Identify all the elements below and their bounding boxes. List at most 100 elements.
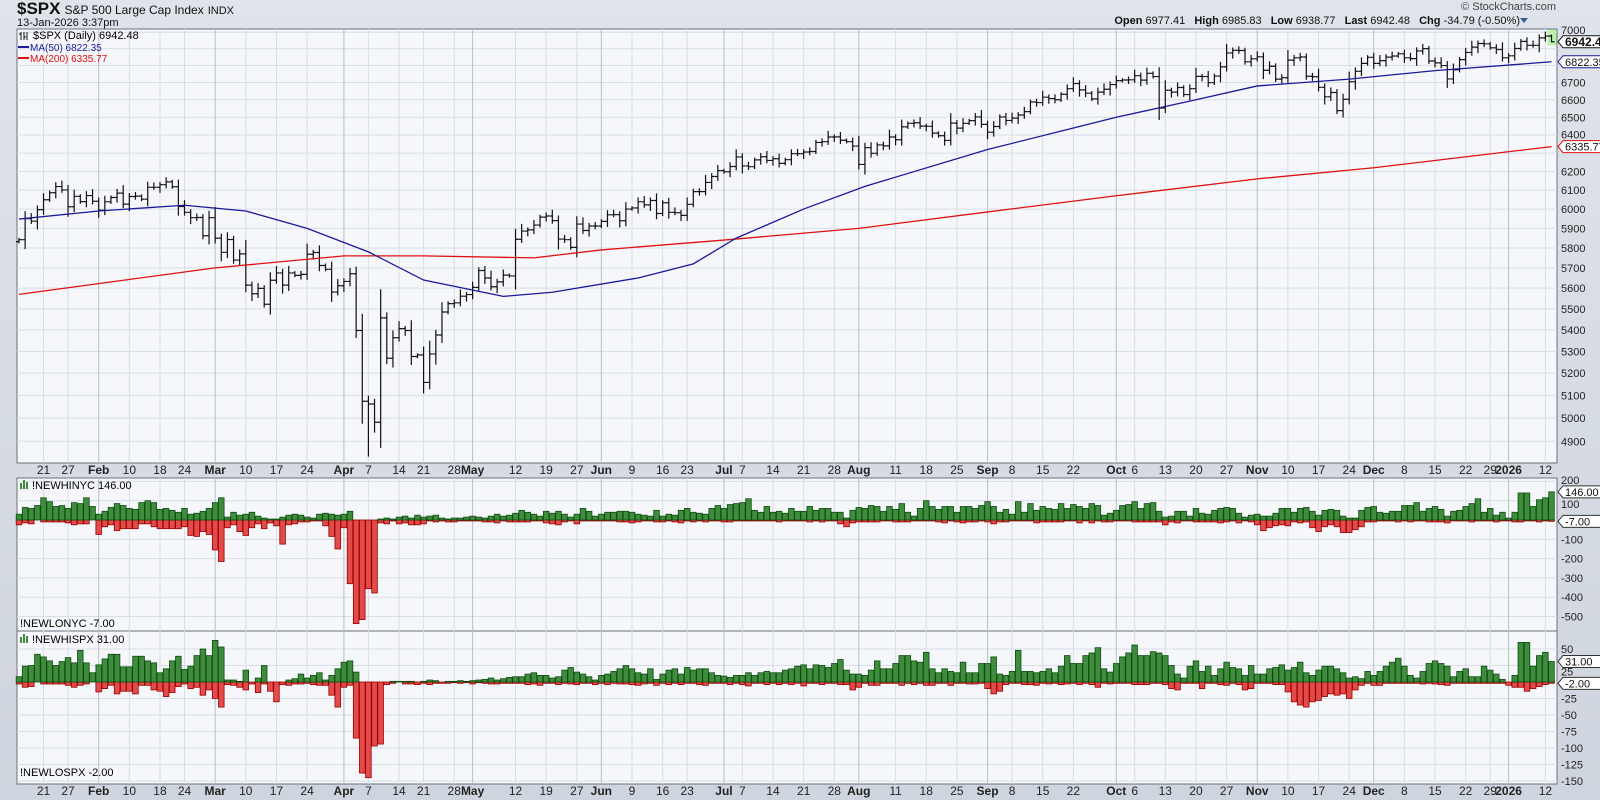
spx-highs-bar (874, 660, 881, 683)
nyc-highs-bar (1382, 512, 1390, 521)
spx-highs-bar (745, 672, 752, 683)
price-bar (120, 185, 127, 209)
date-axis-label: 18 (153, 463, 167, 477)
spx-highs-bar (1082, 655, 1089, 683)
spx-highs-bar (340, 661, 348, 683)
nyc-highs-bar (598, 513, 605, 521)
chevron-down-icon[interactable] (1520, 18, 1528, 23)
spx-lows-bar (267, 681, 274, 692)
spx-lows-bar (242, 681, 250, 691)
nyc-lows-bar (285, 519, 292, 526)
spx-highs-bar (683, 667, 691, 683)
price-bar (714, 165, 721, 181)
nyc-highs-bar (1309, 510, 1316, 521)
spx-lows-bar (156, 681, 164, 692)
copyright: © StockCharts.com (1461, 1, 1556, 13)
spx-highs-bar (218, 646, 225, 683)
spx-highs-bar (113, 653, 121, 683)
price-bar (1033, 98, 1040, 107)
nyc-lows-bar (346, 519, 354, 585)
date-axis-label: 22 (1459, 784, 1473, 798)
spx-lows-bar (28, 681, 35, 688)
spx-highs-bar (978, 663, 985, 683)
nyc-highs-bar (444, 518, 452, 521)
price-bar (1039, 90, 1046, 106)
nyc-lows-bar (408, 519, 415, 526)
nyc-highs-bar (1211, 509, 1218, 521)
date-axis-label: 14 (766, 784, 780, 798)
spx-lows-bar (898, 681, 905, 686)
spx-lows-bar (1296, 681, 1304, 706)
price-bar (1487, 41, 1494, 50)
price-bar (1143, 67, 1150, 85)
date-axis-label: 8 (1009, 463, 1016, 477)
price-bar (1235, 46, 1242, 54)
nyc-lows-bar (941, 519, 948, 524)
price-bar (702, 174, 709, 196)
nyc-highs-bar (812, 509, 820, 521)
nyc-lows-bar (1278, 519, 1285, 526)
spx-highs-bar (1051, 672, 1059, 683)
spx-lows-bar (132, 681, 139, 695)
spx-highs-bar (831, 663, 838, 683)
price-bar (389, 330, 396, 368)
spx-highs-bar (1303, 672, 1310, 683)
spx-highs-bar (573, 671, 581, 683)
nyc-highs-bar (886, 506, 893, 521)
price-bar (1242, 47, 1248, 65)
spx-lows-bar (21, 681, 29, 688)
date-axis-label: 8 (1009, 784, 1016, 798)
date-axis-label: 13 (1159, 784, 1173, 798)
nyc-highs-bar (843, 517, 850, 521)
spx-highs-bar (230, 679, 237, 683)
date-axis-label: 29 (1484, 463, 1498, 477)
nyc-highs-bar (21, 507, 29, 521)
spx-axis-label: -150 (1561, 776, 1583, 788)
nyc-highs-bar (1021, 511, 1028, 521)
nyc-lows-bar (420, 519, 427, 525)
spx-lows-bar (702, 681, 709, 686)
spx-lows-bar (113, 681, 121, 695)
spx-highs-bar (1217, 668, 1224, 683)
price-bar (16, 237, 22, 244)
price-bar (769, 156, 776, 166)
nyc-highs-bar (193, 512, 200, 521)
spx-highs-bar (708, 672, 715, 683)
spx-highs-bar (542, 675, 550, 683)
nyc-lows-bar (126, 519, 133, 530)
price-bar (1094, 87, 1101, 105)
spx-highs-bar (1493, 673, 1500, 683)
nyc-highs-bar (659, 515, 666, 521)
spx-highs-bar (1254, 673, 1261, 683)
nyc-highs-bar (1321, 509, 1328, 521)
spx-highs-bar (867, 669, 875, 683)
nyc-lows-bar (101, 519, 109, 528)
nyc-highs-bar (1254, 513, 1261, 521)
date-axis-label: May (461, 463, 485, 477)
spx-highs-bar (616, 668, 623, 683)
spx-highs-bar (1149, 651, 1157, 683)
nyc-highs-bar (457, 517, 464, 521)
price-bar (144, 181, 151, 207)
nyc-highs-bar (1186, 515, 1194, 521)
spx-highs-bar (1045, 668, 1053, 683)
nyc-highs-bar (1051, 508, 1059, 521)
nyc-highs-bar (1039, 506, 1046, 521)
spx-lows-bar (1339, 681, 1347, 695)
price-bar (782, 157, 789, 166)
price-bar (402, 325, 409, 336)
spx-highs-bar (1419, 671, 1426, 683)
price-bar (678, 209, 685, 222)
date-axis-label: 22 (1459, 463, 1473, 477)
ma200-tag: 6335.77 (1565, 142, 1600, 154)
date-axis-label: 11 (889, 463, 902, 477)
price-axis-label: 5000 (1561, 413, 1585, 425)
price-bar (1303, 53, 1310, 80)
spx-lows-bar (1284, 681, 1292, 693)
nyc-highs-bar (916, 508, 924, 521)
nyc-highs-bar (959, 506, 967, 521)
price-bar (1284, 50, 1291, 83)
nyc-highs-bar (224, 516, 231, 521)
spx-highs-bar (1407, 675, 1414, 683)
spx-highs-bar (935, 672, 942, 683)
